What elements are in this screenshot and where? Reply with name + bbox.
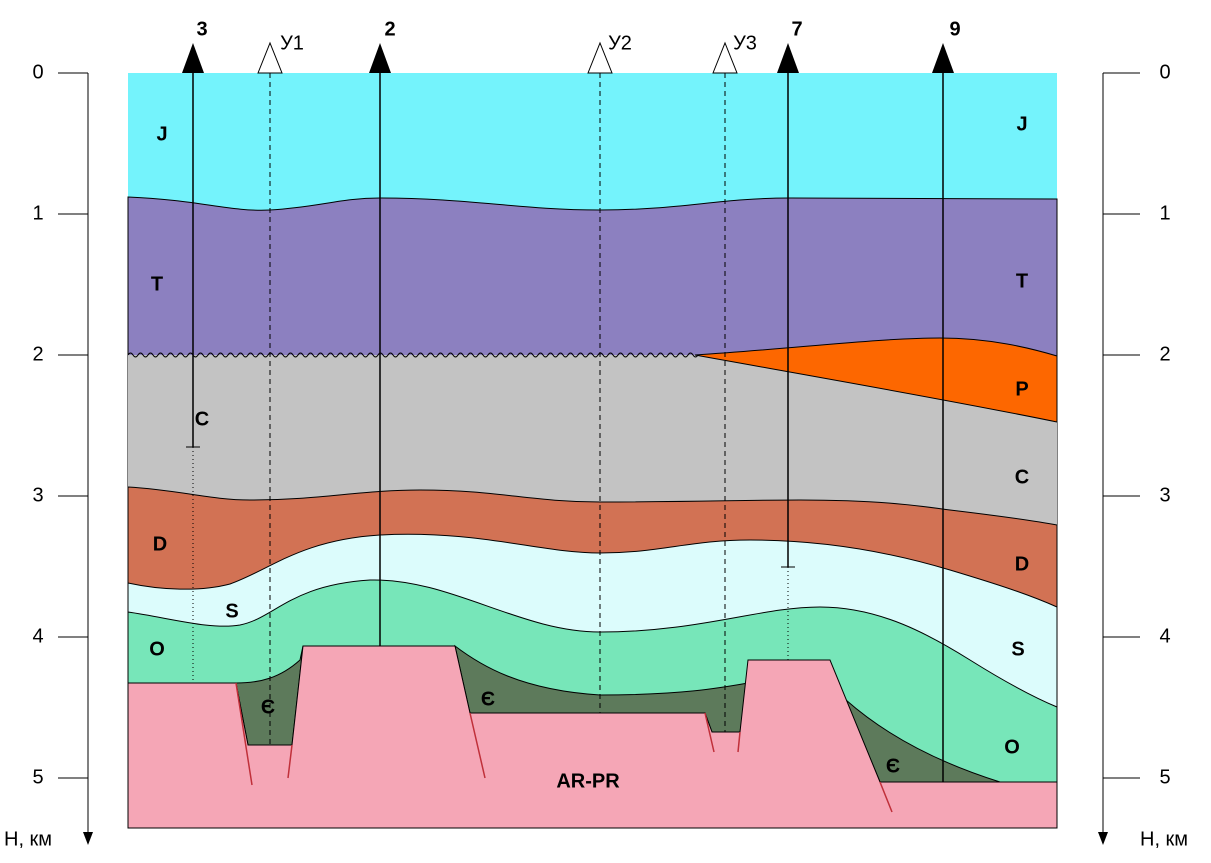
layer-label: Є [261,696,275,718]
tick-label: 3 [32,484,43,506]
tick-label: 5 [32,766,43,788]
tick-label: 3 [1159,484,1170,506]
layer-label: Є [481,688,495,710]
axis-title: Н, км [1140,828,1188,850]
axis-title: Н, км [4,828,52,850]
layer-label: O [149,638,165,660]
tick-label: 2 [1159,343,1170,365]
layer-label: Є [886,755,900,777]
layer-label: D [153,533,167,555]
layer-label: J [156,123,167,145]
well-label: 7 [791,18,802,40]
tick-label: 4 [1159,625,1170,647]
tick-label: 2 [32,343,43,365]
layer-label: S [225,600,238,622]
well-label: У3 [733,32,757,54]
layer-label: S [1011,638,1024,660]
well-label: У2 [608,32,632,54]
layer-label: AR-PR [556,770,620,792]
layer-label: D [1015,553,1029,575]
well-label: 9 [949,18,960,40]
layer-label: C [1015,466,1029,488]
well-label: 2 [384,18,395,40]
section-diagram: Н, км Н, км 0 0 1 1 2 2 3 3 4 4 5 5 3 У1 2 У2 У3 7 9 J T C D S O… [0,0,1211,863]
tick-label: 1 [1159,202,1170,224]
well-label: У1 [280,32,304,54]
layer-label: P [1015,378,1028,400]
layer-label: T [1016,270,1028,292]
tick-label: 0 [1159,61,1170,83]
tick-label: 0 [32,61,43,83]
layer-label: C [195,408,209,430]
tick-label: 5 [1159,766,1170,788]
layer-label: O [1004,736,1020,758]
layer-label: T [151,273,163,295]
layer-label: J [1016,113,1027,135]
tick-label: 1 [32,202,43,224]
tick-label: 4 [32,625,43,647]
well-label: 3 [196,18,207,40]
